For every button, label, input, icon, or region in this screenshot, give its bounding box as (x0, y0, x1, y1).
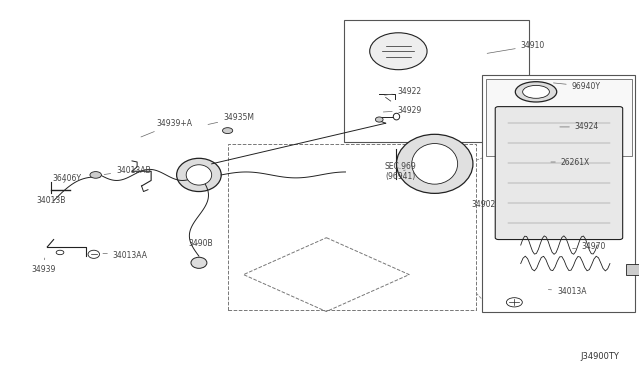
Ellipse shape (523, 86, 549, 98)
Bar (344, 20, 529, 142)
Ellipse shape (394, 113, 399, 120)
Ellipse shape (376, 117, 383, 122)
Text: 26261X: 26261X (551, 157, 590, 167)
Ellipse shape (90, 171, 101, 178)
Bar (483, 75, 636, 311)
Text: 34939: 34939 (31, 258, 56, 274)
Text: 34970: 34970 (573, 243, 605, 251)
Text: 34929: 34929 (383, 106, 422, 115)
FancyBboxPatch shape (495, 107, 623, 240)
Text: 34902: 34902 (472, 200, 496, 209)
Ellipse shape (88, 250, 100, 259)
Text: J34900TY: J34900TY (580, 352, 620, 361)
Text: 34939+A: 34939+A (141, 119, 193, 137)
Text: 34910: 34910 (487, 41, 545, 53)
Ellipse shape (191, 257, 207, 268)
Ellipse shape (396, 134, 473, 193)
Text: 34935M: 34935M (208, 113, 254, 125)
Ellipse shape (515, 82, 557, 102)
Ellipse shape (370, 33, 427, 70)
Ellipse shape (223, 128, 233, 134)
Text: 34013B: 34013B (36, 196, 66, 205)
Text: SEC.969
(96941): SEC.969 (96941) (385, 161, 417, 181)
Bar (486, 79, 632, 157)
Text: 96940Y: 96940Y (554, 82, 601, 91)
Text: 34924: 34924 (560, 122, 599, 131)
Text: 34013AB: 34013AB (104, 166, 150, 174)
Text: 34922: 34922 (385, 87, 422, 96)
Ellipse shape (506, 298, 522, 307)
Ellipse shape (177, 158, 221, 192)
Ellipse shape (412, 144, 458, 184)
Text: 34013AA: 34013AA (103, 251, 148, 260)
Text: 34013A: 34013A (548, 287, 586, 296)
Bar (228, 144, 476, 310)
Text: 36406Y: 36406Y (52, 174, 81, 183)
Bar (626, 263, 640, 275)
Ellipse shape (56, 250, 64, 255)
Ellipse shape (186, 165, 212, 185)
Text: 3490B: 3490B (189, 240, 213, 248)
